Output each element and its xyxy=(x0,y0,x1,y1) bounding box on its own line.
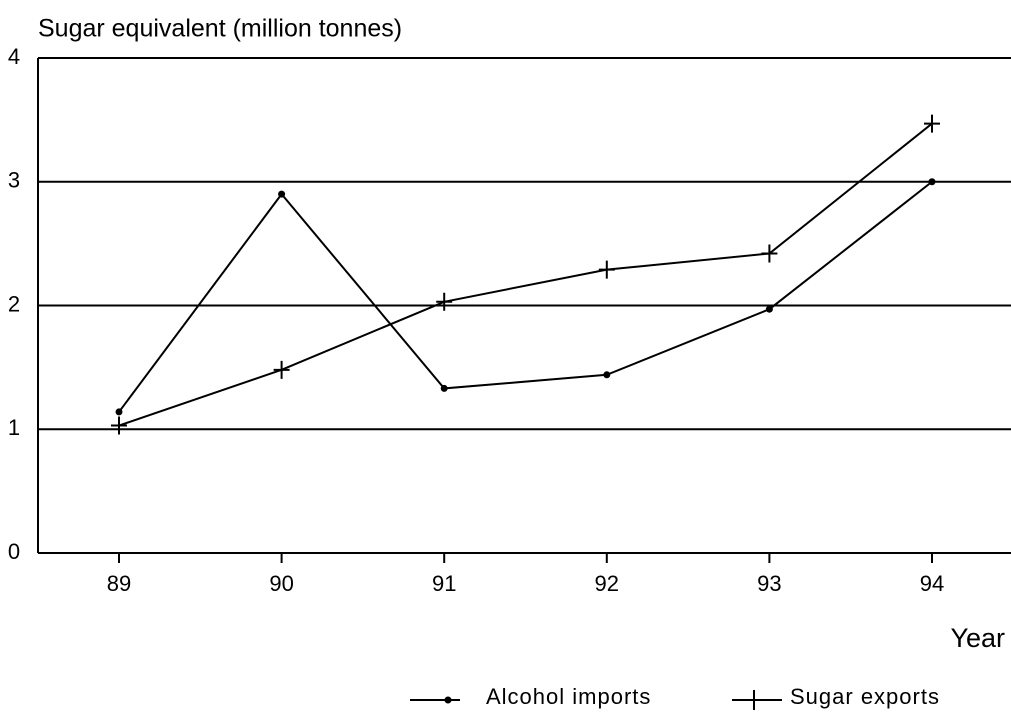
legend-label: Sugar exports xyxy=(790,684,940,709)
x-tick-label: 93 xyxy=(757,571,781,596)
y-tick-label: 0 xyxy=(8,539,20,564)
marker xyxy=(765,305,773,313)
legend-label: Alcohol imports xyxy=(486,684,651,709)
legend-marker xyxy=(444,696,452,704)
marker xyxy=(928,178,936,186)
y-tick-label: 3 xyxy=(8,168,20,193)
y-axis-label: Sugar equivalent (million tonnes) xyxy=(38,15,402,43)
marker xyxy=(598,260,615,279)
x-axis-label: Year xyxy=(950,623,1005,653)
y-tick-label: 2 xyxy=(8,291,20,316)
x-tick-label: 94 xyxy=(920,571,944,596)
line xyxy=(118,180,933,413)
marker xyxy=(111,416,127,435)
y-tick-label: 1 xyxy=(8,415,20,440)
marker xyxy=(761,244,778,263)
x-tick-label: 92 xyxy=(595,571,619,596)
marker xyxy=(603,371,611,379)
x-tick-label: 90 xyxy=(269,571,293,596)
marker xyxy=(440,384,448,392)
line xyxy=(118,122,933,427)
x-tick-label: 91 xyxy=(432,571,456,596)
marker xyxy=(115,408,123,416)
marker xyxy=(278,190,286,198)
marker xyxy=(273,360,290,379)
marker xyxy=(436,292,453,311)
marker xyxy=(924,114,940,133)
y-tick-label: 4 xyxy=(8,44,20,69)
x-tick-label: 89 xyxy=(107,571,131,596)
